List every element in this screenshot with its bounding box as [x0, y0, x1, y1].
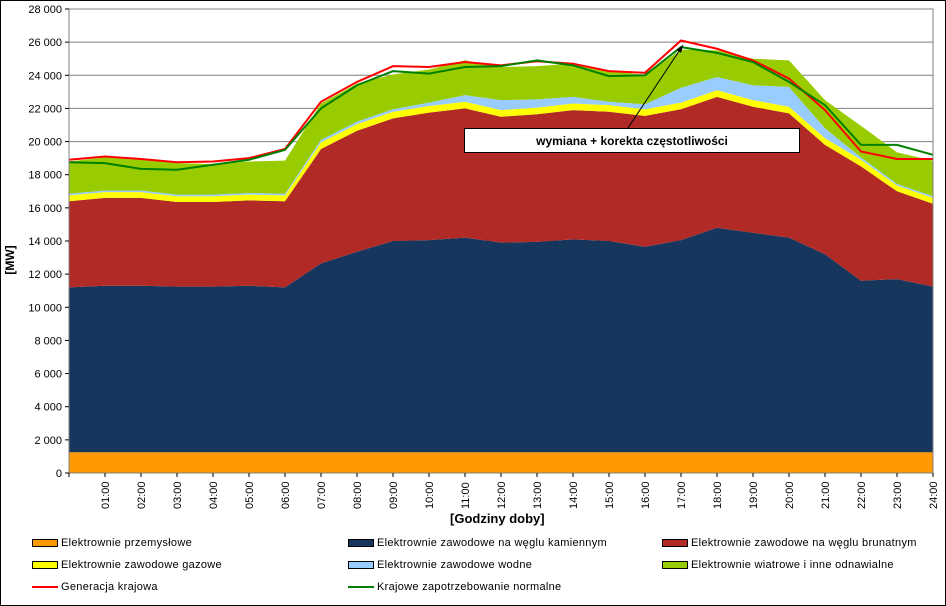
area-series-4: [69, 76, 933, 198]
x-tick-label: 22:00: [856, 481, 868, 509]
y-tick-label: 8 000: [34, 335, 62, 347]
legend-label-demand: Krajowe zapotrzebowanie normalne: [377, 581, 562, 593]
y-axis-label: [MW]: [3, 245, 17, 275]
annotation-box: wymiana + korekta częstotliwości: [464, 128, 800, 153]
legend-item-hard-coal: Elektrownie zawodowe na węglu kamiennym: [348, 537, 607, 549]
y-tick-label: 0: [56, 468, 62, 480]
x-tick-label: 16:00: [640, 481, 652, 509]
y-tick-label: 18 000: [28, 170, 62, 182]
line-series-1: [68, 46, 934, 171]
y-tick-label: 12 000: [28, 269, 62, 281]
area-series-5: [69, 49, 933, 197]
x-tick-label: 09:00: [388, 481, 400, 509]
x-tick-label: 18:00: [712, 481, 724, 509]
x-tick-label: 08:00: [352, 481, 364, 509]
y-tick-label: 4 000: [34, 402, 62, 414]
x-tick-label: 02:00: [136, 481, 148, 509]
x-tick-label: 24:00: [928, 481, 940, 509]
legend-swatch-gas: [32, 561, 58, 569]
x-tick-label: 15:00: [604, 481, 616, 509]
x-tick-label: 14:00: [568, 481, 580, 509]
area-series-0: [69, 452, 933, 473]
legend-label-industrial: Elektrownie przemysłowe: [61, 537, 192, 549]
legend-line-demand: [348, 586, 374, 588]
x-tick-label: 05:00: [244, 481, 256, 509]
x-tick-label: 13:00: [532, 481, 544, 509]
y-tick-label: 10 000: [28, 302, 62, 314]
legend-swatch-hydro: [348, 561, 374, 569]
y-tick-label: 6 000: [34, 369, 62, 381]
legend-item-gas: Elektrownie zawodowe gazowe: [32, 559, 222, 571]
legend-label-generation: Generacja krajowa: [61, 581, 158, 593]
x-tick-label: 01:00: [100, 481, 112, 509]
legend-label-hard-coal: Elektrownie zawodowe na węglu kamiennym: [377, 537, 607, 549]
y-tick-label: 16 000: [28, 203, 62, 215]
y-tick-label: 20 000: [28, 137, 62, 149]
y-tick-label: 26 000: [28, 37, 62, 49]
area-series-1: [69, 227, 933, 453]
legend-item-demand: Krajowe zapotrzebowanie normalne: [348, 581, 561, 593]
area-series-3: [69, 90, 933, 204]
annotation-arrowhead: [676, 45, 683, 53]
legend-item-generation: Generacja krajowa: [32, 581, 158, 593]
legend-item-industrial: Elektrownie przemysłowe: [32, 537, 192, 549]
x-tick-label: 17:00: [676, 481, 688, 509]
legend-label-gas: Elektrownie zawodowe gazowe: [61, 559, 222, 571]
x-tick-label: 19:00: [748, 481, 760, 509]
legend-swatch-wind: [662, 561, 688, 569]
legend-line-generation: [32, 586, 58, 588]
legend-label-wind: Elektrownie wiatrowe i inne odnawialne: [691, 559, 894, 571]
x-tick-label: 20:00: [784, 481, 796, 509]
x-tick-label: 04:00: [208, 481, 220, 509]
x-tick-label: 12:00: [496, 481, 508, 509]
legend-swatch-hard-coal: [348, 539, 374, 547]
legend-item-wind: Elektrownie wiatrowe i inne odnawialne: [662, 559, 894, 571]
x-tick-label: 11:00: [460, 482, 472, 509]
legend-swatch-industrial: [32, 539, 58, 547]
y-tick-label: 28 000: [28, 4, 62, 16]
annotation-arrow: [627, 44, 684, 129]
legend-item-lignite: Elektrownie zawodowe na węglu brunatnym: [662, 537, 917, 549]
x-axis-label: [Godziny doby]: [450, 511, 545, 526]
x-tick-label: 21:00: [820, 481, 832, 509]
x-tick-label: 06:00: [280, 481, 292, 509]
legend-item-hydro: Elektrownie zawodowe wodne: [348, 559, 532, 571]
x-tick-label: 23:00: [892, 481, 904, 509]
legend-swatch-lignite: [662, 539, 688, 547]
y-tick-label: 14 000: [28, 236, 62, 248]
y-tick-label: 2 000: [34, 435, 62, 447]
x-tick-label: 07:00: [316, 481, 328, 509]
y-tick-label: 24 000: [28, 70, 62, 82]
x-tick-label: 03:00: [172, 481, 184, 509]
y-tick-label: 22 000: [28, 103, 62, 115]
x-tick-label: 10:00: [424, 481, 436, 509]
legend-label-hydro: Elektrownie zawodowe wodne: [377, 559, 533, 571]
annotation-text: wymiana + korekta częstotliwości: [536, 133, 728, 148]
legend: Elektrownie przemysłowe Elektrownie zawo…: [0, 528, 946, 606]
legend-label-lignite: Elektrownie zawodowe na węglu brunatnym: [691, 537, 917, 549]
